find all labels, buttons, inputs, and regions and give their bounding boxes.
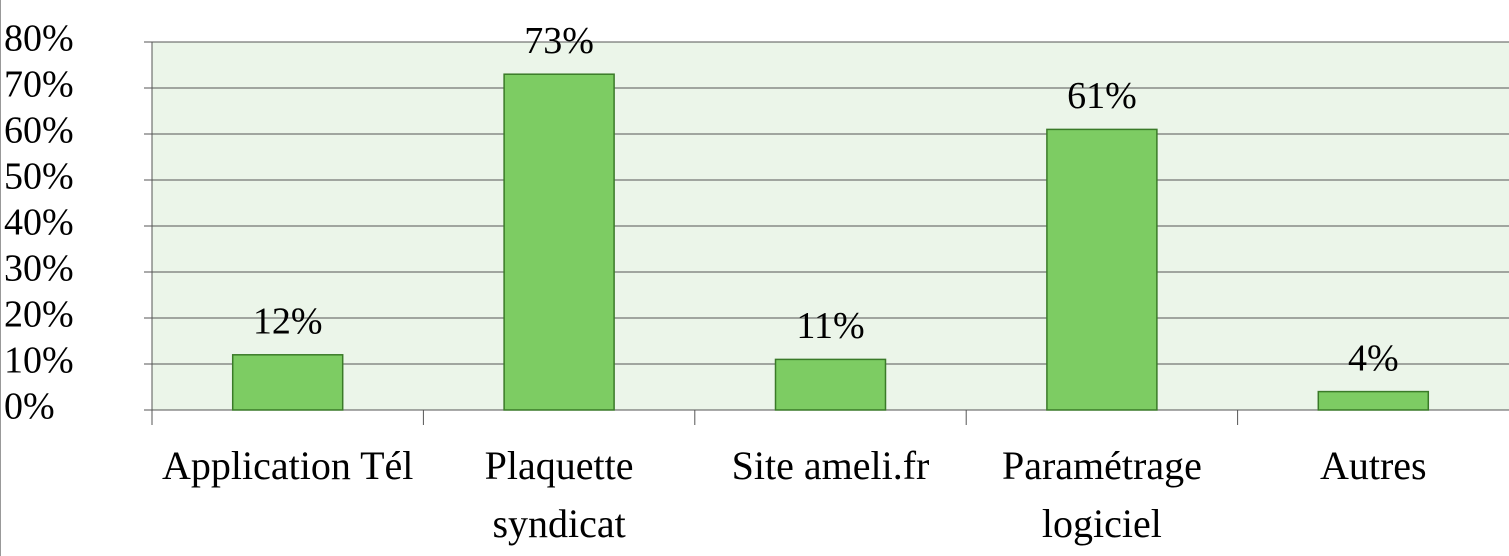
x-tick-label: Plaquette syndicat — [485, 443, 634, 546]
value-label: 11% — [796, 305, 864, 347]
bar — [1317, 390, 1430, 411]
bar — [231, 354, 344, 411]
y-tick-label: 20% — [4, 294, 74, 336]
y-tick-label: 30% — [4, 248, 74, 290]
y-tick-label: 60% — [4, 110, 74, 152]
bar — [1046, 128, 1158, 411]
x-tick-label: Paramétrage logiciel — [1002, 443, 1202, 546]
y-tick-label: 70% — [4, 64, 74, 106]
y-tick-label: 10% — [4, 340, 74, 382]
value-label: 61% — [1067, 75, 1137, 117]
value-label: 12% — [253, 301, 323, 343]
y-tick-label: 0% — [4, 386, 55, 428]
x-tick-label: Site ameli.fr — [732, 443, 930, 488]
y-tick-label: 40% — [4, 202, 74, 244]
x-tick-label: Application Tél — [162, 443, 413, 488]
y-tick-label: 80% — [4, 18, 74, 60]
y-tick-label: 50% — [4, 156, 74, 198]
value-label: 73% — [524, 20, 594, 62]
x-tick-label: Autres — [1320, 443, 1427, 488]
bar — [774, 358, 887, 411]
bar — [503, 73, 615, 411]
value-label: 4% — [1348, 337, 1399, 379]
